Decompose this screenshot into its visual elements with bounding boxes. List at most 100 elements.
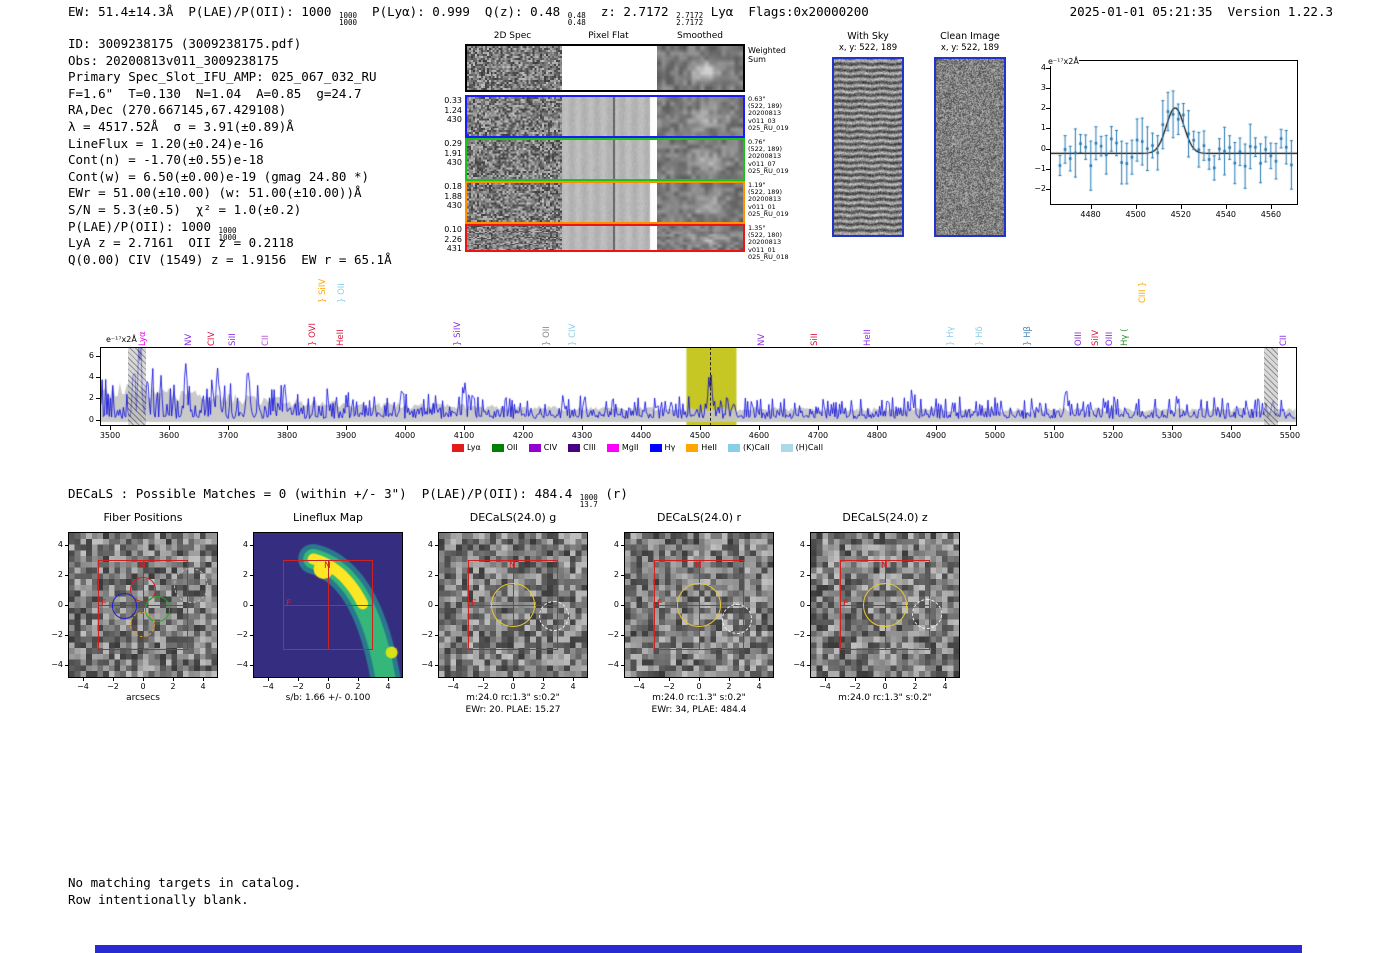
emission-line-label: } OII [337,283,347,303]
weighted-sum-label-line: Weighted [748,46,786,55]
main-x-tick-mark [1289,426,1291,430]
row-left-label: 1.88 [444,191,462,201]
main-ylabel: e⁻¹⁷x2Å [106,335,137,344]
cutout-y-tick-mark [250,605,253,606]
main-x-tick-mark [169,426,171,430]
row-left-label: 430 [446,115,462,124]
cutout-caption: EWr: 20. PLAE: 15.27 [465,705,561,715]
cutout-y-tick-mark [807,665,810,666]
legend-label: Hγ [664,443,676,452]
inset-y-tick-mark [1046,88,1050,90]
spec2d-row [465,181,745,224]
legend-label: (K)CaII [742,443,770,452]
frac-top: 1000 [579,493,598,502]
row-2dspec-image [467,183,562,222]
row-right-label: 20200813 [748,195,782,204]
main-x-tick-label: 4900 [925,431,947,440]
legend-swatch [452,443,464,452]
cutout-x-tick-label: −2 [849,682,861,691]
spectrum-legend: Lyα OII CIV CIII MgII Hγ HeII (K)CaII (H)CaII [452,443,823,452]
emission-line-label: } CIV [568,323,579,346]
cutout-y-tick-mark [621,635,624,636]
cutout-x-tick-mark [143,678,144,681]
cutout-x-tick-label: 4 [942,682,948,691]
row-pixelflat-image [562,140,655,179]
main-y-tick-label: 0 [88,414,94,424]
cutout-y-tick-mark [435,635,438,636]
legend-item: Lyα [452,443,481,452]
compass-east-label: E [101,599,107,609]
cutout-y-tick-mark [807,605,810,606]
emission-line-label: } Hδ [975,326,986,346]
cutout-x-tick-mark [268,678,269,681]
detected-line-marker [710,347,712,426]
inset-ylabel: e⁻¹⁷x2Å [1048,57,1079,66]
cutout-x-tick-label: 2 [540,682,546,691]
cutout-caption: s/b: 1.66 +/- 0.100 [285,693,371,703]
cutout-x-tick-mark [885,678,886,681]
emission-line-label: Hγ ( [1120,328,1131,346]
text-segment: LyA z = 2.7161 OII z = 0.2118 [68,235,294,251]
cutout-y-tick-label: −2 [607,630,619,639]
cutout-circle [538,600,569,631]
row-right-label: 025_RU_018 [748,252,789,261]
text-segment: P(Lyα): 0.999 Q(z): 0.48 [357,4,568,19]
inset-x-tick-label: 4540 [1215,210,1237,219]
inset-x-tick-label: 4500 [1125,210,1146,219]
footer-line: Row intentionally blank. [68,891,249,907]
row-left-labels: 0.10 2.26 431 [428,225,462,254]
main-x-tick-mark [346,426,347,430]
info-line: Cont(w) = 6.50(±0.00)e-19 (gmag 24.80 *) [68,169,369,186]
inset-y-tick-label: −1 [1034,163,1046,173]
row-right-label: v011_01 [748,245,776,254]
emission-line-label: } Hβ [1022,326,1033,346]
legend-swatch [686,443,699,452]
row-left-label: 430 [446,158,462,167]
cutout-circle [863,583,907,627]
text-segment: S/N = 5.3(±0.5) χ² = 1.0(±0.2) [68,202,302,217]
cutout-y-tick-label: 0 [427,600,433,609]
main-x-tick-label: 5000 [984,431,1006,440]
inset-y-tick-label: 0 [1040,143,1046,153]
row-left-label: 2.26 [444,234,462,244]
sky-masked-band [1263,347,1279,426]
inset-y-tick-label: 1 [1040,123,1046,133]
inset-y-tick-mark [1046,168,1050,170]
cutout-title: DECaLS(24.0) r [656,511,742,524]
main-x-tick-mark [228,426,230,430]
decals-match-line: DECaLS : Possible Matches = 0 (within +/… [68,486,628,508]
sky-masked-band [127,347,146,426]
cutout-y-tick-label: 2 [242,570,248,579]
main-x-tick-mark [287,426,288,430]
emission-line-label: HeII [863,329,874,346]
cutout-title: Lineflux Map [292,511,364,524]
text-segment: Cont(n) = -1.70(±0.55)e-18 [68,152,264,168]
main-spectrum-canvas [101,348,1296,425]
cutout-circle [130,576,156,602]
inset-y-tick-mark [1046,188,1050,190]
cutout-caption: m:24.0 rc:1.3" s:0.2" [838,693,932,703]
weighted-2dspec-image [467,46,562,90]
crosshair-vertical [142,560,144,650]
row-pixelflat-image [562,183,655,222]
text-segment: Lyα Flags:0x20000200 [703,4,869,19]
row-right-label: 1.19" [748,181,766,189]
row-pixelflat-image [562,226,655,250]
row-right-label: v011_03 [748,116,776,125]
text-segment: DECaLS : Possible Matches = 0 (within +/… [68,486,580,501]
cutout-circle [111,593,137,619]
row-smoothed-image [657,226,743,250]
frac-bottom: 2.7172 [676,18,704,27]
cutout-x-tick-mark [573,678,574,681]
row-right-label: 025_RU_019 [748,166,789,175]
main-x-tick-label: 5100 [1043,431,1065,440]
main-x-tick-label: 5500 [1279,431,1301,440]
row-2dspec-image [467,97,562,136]
bottom-blue-bar [95,945,1302,953]
cutout-y-tick-label: −2 [793,630,805,639]
cutout-y-tick-mark [250,665,253,666]
inset-x-tick-label: 4480 [1080,210,1101,219]
cutout-y-tick-mark [621,605,624,606]
clean-image [936,59,1004,235]
inset-y-tick-label: 4 [1040,63,1046,73]
